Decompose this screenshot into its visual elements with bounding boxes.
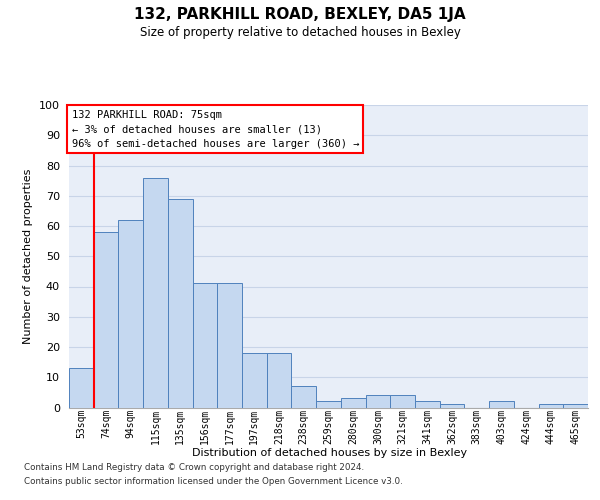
Bar [118,220,143,408]
Bar [365,396,390,407]
Bar [267,353,292,408]
Bar [242,353,267,408]
Bar [489,402,514,407]
Bar [415,402,440,407]
Bar [440,404,464,407]
Y-axis label: Number of detached properties: Number of detached properties [23,168,34,344]
Bar [341,398,365,407]
Bar [168,199,193,408]
Bar [563,404,588,407]
Text: 132, PARKHILL ROAD, BEXLEY, DA5 1JA: 132, PARKHILL ROAD, BEXLEY, DA5 1JA [134,8,466,22]
Bar [143,178,168,408]
Text: 132 PARKHILL ROAD: 75sqm
← 3% of detached houses are smaller (13)
96% of semi-de: 132 PARKHILL ROAD: 75sqm ← 3% of detache… [71,110,359,149]
Bar [316,402,341,407]
Text: Contains public sector information licensed under the Open Government Licence v3: Contains public sector information licen… [24,477,403,486]
Bar [193,284,217,408]
Bar [539,404,563,407]
Bar [217,284,242,408]
Text: Size of property relative to detached houses in Bexley: Size of property relative to detached ho… [140,26,460,39]
Text: Contains HM Land Registry data © Crown copyright and database right 2024.: Contains HM Land Registry data © Crown c… [24,464,364,472]
Text: Distribution of detached houses by size in Bexley: Distribution of detached houses by size … [193,448,467,458]
Bar [69,368,94,408]
Bar [390,396,415,407]
Bar [94,232,118,408]
Bar [292,386,316,407]
